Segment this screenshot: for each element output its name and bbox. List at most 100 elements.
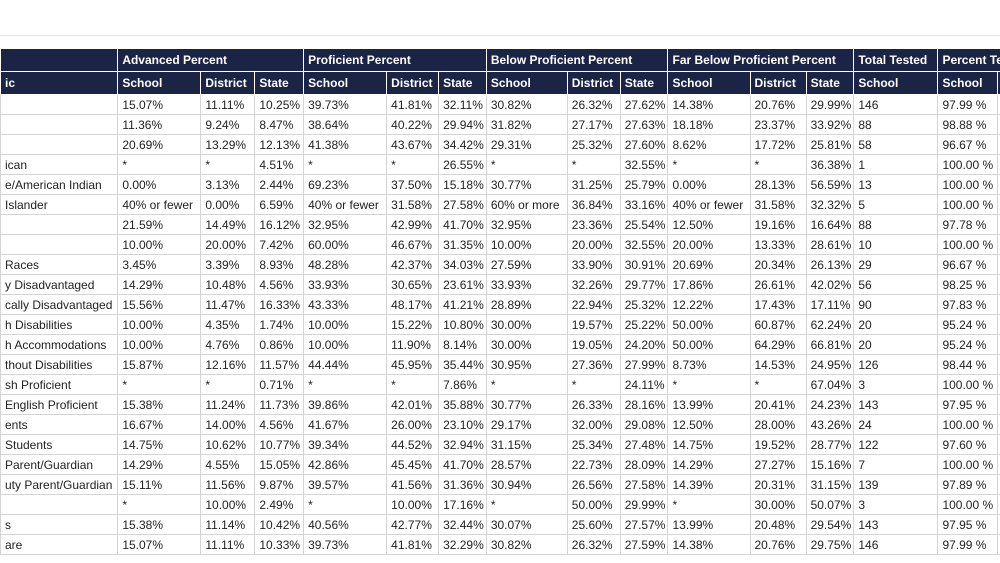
cell: 20.34% (749, 254, 807, 275)
cell: 32.44% (438, 514, 487, 535)
cell: 50.00% (667, 334, 751, 355)
table-row: ican * * 4.51% * * 26.55% * * 32.55% * * 36.38% 1 100.… (0, 154, 1000, 175)
row-label: h Accommodations (0, 334, 119, 355)
cell: 31.15% (485, 434, 568, 455)
cell: 97.60 % (937, 434, 998, 455)
cell: 66.81% (805, 334, 855, 355)
cell: 0.00% (667, 174, 751, 195)
cell: 4.51% (254, 154, 305, 175)
cell: 4.56% (254, 414, 305, 435)
table-row: cally Disadvantaged 15.56% 11.47% 16.33% 43.… (0, 294, 1000, 315)
cell: 31.58% (386, 194, 440, 215)
cell: 22.94% (566, 294, 621, 315)
row-label: uty Parent/Guardian (0, 474, 119, 495)
cell: 8.47% (254, 114, 305, 135)
cell: 14.29% (117, 274, 202, 295)
table-row: sh Proficient * * 0.71% * * 7.86% * * 24.11% * * 67.… (0, 374, 1000, 395)
cell: 10.80% (438, 314, 487, 335)
cell: 15.16% (805, 454, 855, 475)
column-header: District (386, 71, 440, 95)
cell: * (667, 154, 751, 175)
cell: 19.16% (749, 214, 807, 235)
cell: 14.38% (667, 94, 751, 115)
row-label: cally Disadvantaged (0, 294, 119, 315)
cell: 41.70% (438, 214, 487, 235)
cell: 20.00% (566, 234, 621, 255)
cell: 20 (853, 334, 939, 355)
cell: 26.00% (386, 414, 440, 435)
table-row: 15.07% 11.11% 10.25% 39.73% 41.81% 32.11% 30.8… (0, 94, 1000, 115)
cell: 30.94% (485, 474, 568, 495)
cell: 90 (853, 294, 939, 315)
column-header: School (485, 71, 568, 95)
cell: 0.00% (117, 174, 202, 195)
cell: 32.11% (438, 94, 487, 115)
cell: 96.67 % (937, 254, 998, 275)
row-label: e/American Indian (0, 174, 119, 195)
cell: 40% or fewer (303, 194, 388, 215)
cell: 8.14% (438, 334, 487, 355)
cell: 14.75% (667, 434, 751, 455)
cell: 12.13% (254, 134, 305, 155)
cell: 30.07% (485, 514, 568, 535)
cell: 100.00 % (937, 174, 998, 195)
cell: 10.00% (303, 334, 388, 355)
cell: 31.82% (485, 114, 568, 135)
cell: 35.88% (438, 394, 487, 415)
cell: * (485, 154, 568, 175)
cell: 30.77% (485, 394, 568, 415)
cell: 27.60% (619, 134, 669, 155)
cell: 88 (853, 214, 939, 235)
cell: 13 (853, 174, 939, 195)
cell: 20.69% (667, 254, 751, 275)
cell: * (485, 494, 568, 515)
cell: 43.33% (303, 294, 388, 315)
column-header: District (749, 71, 807, 95)
column-header: State (805, 71, 855, 95)
cell: 143 (853, 394, 939, 415)
cell: 32.32% (805, 194, 855, 215)
cell: 95.24 % (937, 334, 998, 355)
cell: 29.17% (485, 414, 568, 435)
cell: 13.99% (667, 514, 751, 535)
table-row: * 10.00% 2.49% * 10.00% 17.16% * 50.00% 29.99% * 3… (0, 494, 1000, 515)
cell: 32.95% (485, 214, 568, 235)
cell: 11.57% (254, 354, 305, 375)
cell: 33.16% (619, 194, 669, 215)
cell: 32.29% (438, 534, 487, 555)
cell: 100.00 % (937, 414, 998, 435)
cell: 27.63% (619, 114, 669, 135)
row-label: thout Disabilities (0, 354, 119, 375)
cell: 7 (853, 454, 939, 475)
cell: 25.32% (566, 134, 621, 155)
row-label (0, 214, 119, 235)
cell: 15.11% (117, 474, 202, 495)
cell: 20 (853, 314, 939, 335)
cell: 45.45% (386, 454, 440, 475)
cell: 10.00% (200, 494, 256, 515)
table-row: Islander 40% or fewer 0.00% 6.59% 40% or few… (0, 194, 1000, 215)
cell: 11.14% (200, 514, 256, 535)
column-header-row: ic School District State School District State… (0, 71, 1000, 95)
cell: 16.33% (254, 294, 305, 315)
cell: 31.25% (566, 174, 621, 195)
cell: 42.37% (386, 254, 440, 275)
table-row: 21.59% 14.49% 16.12% 32.95% 42.99% 41.70% 32.9… (0, 214, 1000, 235)
cell: 8.73% (667, 354, 751, 375)
cell: 4.35% (200, 314, 256, 335)
cell: 40.22% (386, 114, 440, 135)
cell: 44.44% (303, 354, 388, 375)
table-row: Races 3.45% 3.39% 8.93% 48.28% 42.37% 34.03% 27… (0, 254, 1000, 275)
group-header: Below Proficient Percent (485, 48, 669, 72)
cell: 27.62% (619, 94, 669, 115)
cell: 29.99% (805, 94, 855, 115)
table-row: 20.69% 13.29% 12.13% 41.38% 43.67% 34.42% 29.3… (0, 134, 1000, 155)
cell: 46.67% (386, 234, 440, 255)
cell: 12.22% (667, 294, 751, 315)
group-header: Percent Tested (937, 48, 1000, 72)
cell: 41.56% (386, 474, 440, 495)
cell: * (566, 374, 621, 395)
cell: 21.59% (117, 214, 202, 235)
cell: 69.23% (303, 174, 388, 195)
